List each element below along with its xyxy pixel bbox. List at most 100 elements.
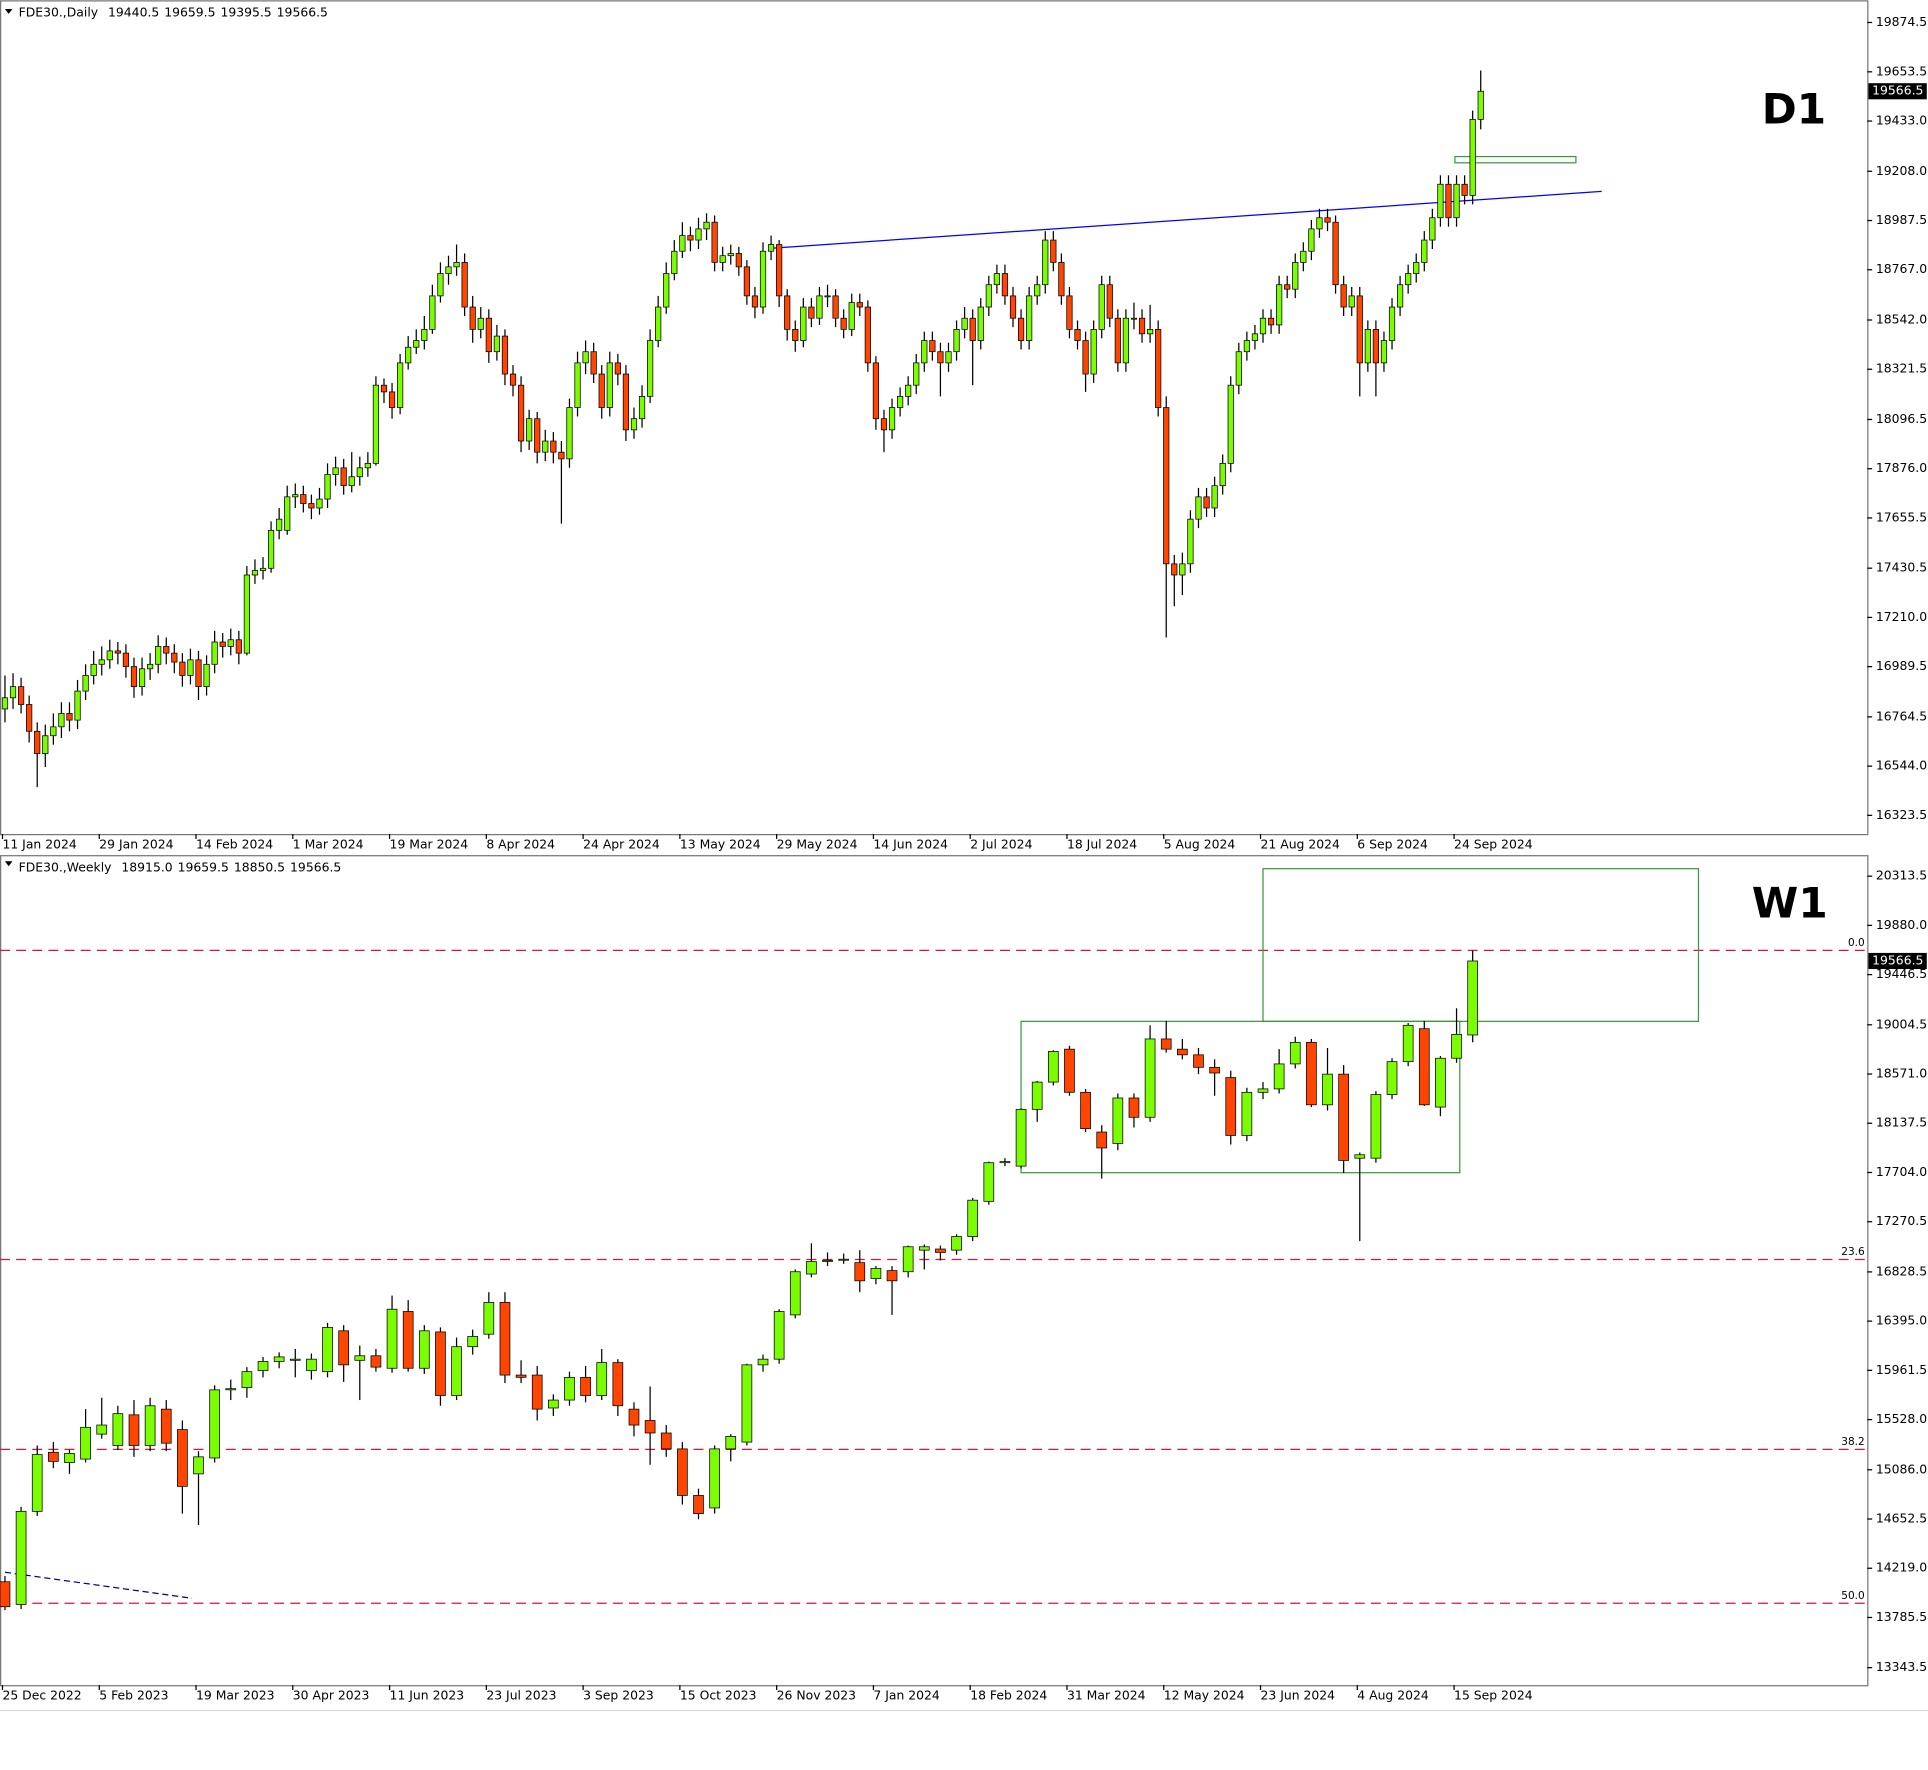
candle-body — [808, 306, 815, 319]
candle-body — [42, 735, 49, 754]
x-tick-label: 7 Jan 2024 — [873, 1688, 940, 1703]
candle-body — [582, 351, 589, 364]
candle-body — [284, 496, 291, 531]
y-tick-label: 17270.5 — [1876, 1213, 1927, 1228]
candle-body — [679, 235, 686, 252]
ohlc-label: 19566.5 — [290, 859, 341, 874]
candle-body — [945, 351, 952, 364]
candle-body — [1289, 1041, 1301, 1065]
y-tick-label: 19004.5 — [1876, 1016, 1927, 1031]
candle-body — [1080, 1091, 1091, 1130]
candle-body — [1187, 518, 1194, 565]
candle-body — [854, 1262, 866, 1282]
candle-body — [82, 675, 89, 692]
candle-body — [219, 641, 226, 647]
candle-body — [193, 1456, 204, 1475]
candle-body — [1241, 1091, 1253, 1136]
y-tick-label: 19880.0 — [1876, 917, 1927, 932]
candle-body — [0, 1581, 11, 1608]
price-tag-label: 19566.5 — [1872, 952, 1923, 967]
ohlc-label: 19395.5 — [220, 4, 271, 19]
x-tick-label: 30 Apr 2023 — [293, 1688, 370, 1703]
y-tick-label: 16323.5 — [1876, 807, 1927, 822]
y-tick-label: 16395.0 — [1876, 1313, 1927, 1328]
candle-body — [130, 666, 138, 688]
candle-body — [580, 1376, 591, 1396]
candle-body — [660, 1432, 672, 1450]
candle-body — [300, 494, 307, 504]
ohlc-label: 18850.5 — [234, 859, 285, 874]
candle-body — [870, 1267, 882, 1279]
candle-body — [1171, 563, 1178, 576]
candle-body — [832, 295, 839, 319]
candle-body — [628, 1408, 640, 1426]
candle-body — [967, 1199, 979, 1237]
candle-body — [435, 1331, 446, 1396]
candle-body — [1340, 284, 1347, 308]
candle-body — [485, 317, 492, 353]
candle-body — [1364, 329, 1371, 364]
candle-body — [937, 351, 944, 364]
candle-body — [259, 567, 267, 571]
candle-body — [953, 329, 960, 353]
candle-body — [1405, 273, 1412, 286]
candle-body — [1396, 284, 1404, 308]
symbol-label: FDE30.,Daily — [19, 4, 98, 19]
candle-body — [935, 1248, 946, 1253]
y-tick-label: 19653.5 — [1876, 63, 1927, 78]
candle-body — [106, 650, 113, 661]
candle-body — [1418, 1028, 1430, 1106]
candle-body — [66, 713, 73, 721]
candle-body — [1413, 262, 1420, 274]
candle-body — [405, 346, 412, 364]
candle-body — [905, 384, 912, 397]
candle-body — [848, 302, 855, 330]
candle-body — [1300, 250, 1307, 263]
candle-body — [483, 1302, 495, 1335]
y-tick-label: 17876.0 — [1876, 460, 1927, 475]
candle-body — [1370, 1094, 1382, 1159]
ohlc-label: 18915.0 — [121, 859, 172, 874]
candle-body — [187, 659, 194, 676]
candle-body — [1348, 295, 1355, 308]
candle-body — [693, 1495, 704, 1514]
timeframe-label: W1 — [1752, 878, 1828, 927]
candle-body — [550, 440, 557, 453]
candle-body — [1122, 317, 1130, 364]
candle-body — [1386, 1061, 1398, 1095]
candle-body — [767, 244, 775, 252]
candle-body — [1276, 284, 1283, 326]
y-tick-label: 15528.0 — [1876, 1411, 1927, 1426]
candle-body — [1322, 1073, 1333, 1106]
candle-body — [267, 529, 275, 569]
candle-body — [1219, 462, 1226, 487]
fib-label: 23.6 — [1841, 1246, 1865, 1258]
candle-body — [677, 1448, 688, 1496]
candle-body — [687, 235, 694, 241]
x-tick-label: 29 Jan 2024 — [99, 837, 173, 852]
candle-body — [951, 1236, 962, 1251]
ohlc-label: 19566.5 — [277, 4, 328, 19]
x-tick-label: 3 Sep 2023 — [583, 1688, 654, 1703]
y-tick-label: 19208.0 — [1876, 163, 1927, 178]
candle-body — [1461, 183, 1468, 196]
x-tick-label: 12 May 2024 — [1164, 1688, 1245, 1703]
y-tick-label: 18137.5 — [1876, 1115, 1927, 1130]
candle-body — [1469, 119, 1476, 196]
fib-label: 50.0 — [1841, 1590, 1864, 1602]
candle-body — [727, 253, 734, 257]
y-tick-label: 17430.5 — [1876, 560, 1927, 575]
candle-body — [356, 467, 363, 478]
candle-body — [1, 697, 9, 710]
candle-body — [999, 1161, 1011, 1164]
candle-body — [1273, 1063, 1285, 1090]
candle-body — [773, 1311, 785, 1360]
candle-body — [324, 474, 331, 500]
candle-body — [402, 1311, 414, 1369]
candle-body — [195, 659, 202, 688]
zone-rectangle — [1020, 1020, 1461, 1174]
candle-body — [493, 335, 500, 353]
candle-body — [469, 306, 476, 330]
candle-body — [445, 266, 452, 274]
